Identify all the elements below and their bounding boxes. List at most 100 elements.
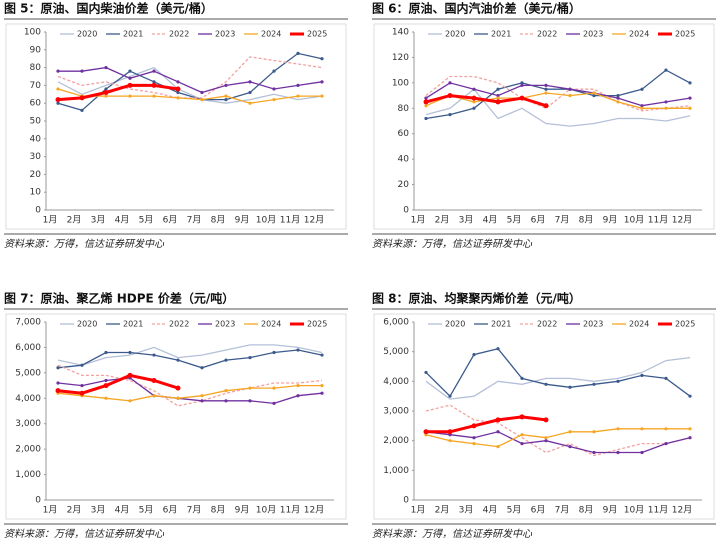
series-marker: [128, 399, 132, 403]
series-line: [57, 83, 179, 102]
y-tick-label: 100: [392, 78, 409, 88]
series-marker: [127, 372, 133, 378]
series-marker: [80, 69, 84, 73]
series-marker: [224, 98, 228, 102]
series-marker: [471, 95, 477, 101]
series-marker: [176, 358, 180, 362]
series-marker: [640, 106, 644, 110]
series-marker: [320, 80, 324, 84]
y-tick-label: 6,000: [383, 318, 409, 328]
series-marker: [543, 103, 549, 109]
series-marker: [688, 436, 692, 440]
series-marker: [296, 51, 300, 55]
series-marker: [472, 87, 476, 91]
series-marker: [568, 430, 572, 434]
y-tick-label: 4,000: [15, 394, 41, 404]
legend-label: 2023: [215, 30, 235, 39]
series-marker: [496, 93, 500, 98]
series-marker: [544, 382, 548, 386]
series-marker: [616, 379, 620, 383]
series-marker: [640, 104, 644, 108]
series-marker: [176, 80, 180, 84]
series-marker: [248, 356, 252, 360]
series-marker: [640, 87, 644, 91]
series-marker: [176, 90, 180, 95]
legend-label: 2020: [77, 320, 97, 329]
series-marker: [272, 401, 276, 405]
series-marker: [664, 100, 668, 104]
x-tick-label: 2月: [435, 505, 450, 516]
series-marker: [79, 390, 85, 396]
series-marker: [568, 87, 572, 91]
series-marker: [152, 353, 156, 357]
x-tick-label: 12月: [672, 215, 692, 226]
series-marker: [248, 80, 252, 84]
series-marker: [688, 81, 692, 85]
panel-title: 图 5：原油、国内柴油价差（美元/桶）: [4, 1, 213, 16]
y-tick-label: 30: [30, 152, 42, 162]
y-tick-label: 5,000: [15, 368, 41, 378]
series-marker: [224, 389, 228, 393]
legend-label: 2024: [261, 320, 281, 329]
series-marker: [272, 386, 276, 390]
series-marker: [592, 430, 596, 434]
series-marker: [472, 442, 476, 446]
series-marker: [471, 423, 477, 429]
legend-label: 2021: [123, 30, 143, 39]
y-tick-label: 0: [35, 496, 41, 506]
series-marker: [127, 82, 133, 88]
series-marker: [544, 87, 548, 91]
x-tick-label: 3月: [91, 215, 106, 226]
series-marker: [664, 68, 668, 72]
y-tick-label: 10: [30, 188, 42, 198]
y-tick-label: 1,000: [15, 470, 41, 480]
legend-label: 2025: [675, 320, 695, 329]
plot-frame: [5, 23, 347, 230]
series-marker: [447, 93, 453, 99]
series-marker: [616, 100, 620, 104]
series-line: [425, 94, 547, 108]
series-marker: [56, 101, 60, 105]
x-tick-label: 1月: [43, 505, 58, 516]
x-tick-label: 1月: [411, 215, 426, 226]
x-tick-label: 9月: [235, 505, 250, 516]
series-marker: [104, 378, 108, 383]
x-tick-label: 11月: [648, 505, 668, 516]
panel-title: 图 6：原油、国内汽油价差（美元/桶）: [372, 1, 581, 16]
series-marker: [592, 450, 596, 455]
x-tick-label: 11月: [280, 505, 300, 516]
x-tick-label: 3月: [459, 505, 474, 516]
series-marker: [152, 80, 156, 84]
series-marker: [152, 69, 156, 73]
series-marker: [175, 385, 181, 391]
x-tick-label: 5月: [139, 505, 154, 516]
series-marker: [688, 106, 692, 110]
series-marker: [296, 394, 300, 398]
series-marker: [296, 94, 300, 98]
y-tick-label: 40: [30, 134, 42, 144]
series-marker: [640, 450, 644, 455]
series-line: [425, 404, 691, 457]
x-tick-label: 4月: [115, 505, 130, 516]
x-tick-label: 4月: [115, 215, 130, 226]
x-tick-label: 4月: [483, 505, 498, 516]
series-marker: [248, 101, 252, 105]
series-marker: [200, 366, 204, 370]
series-line: [57, 66, 323, 104]
series-marker: [56, 87, 60, 91]
legend-label: 2022: [169, 30, 189, 39]
series-marker: [640, 427, 644, 431]
series-line: [57, 88, 322, 104]
series-marker: [592, 91, 596, 95]
series-marker: [448, 113, 452, 117]
series-line: [57, 373, 179, 395]
series-marker: [520, 81, 524, 85]
series-marker: [496, 445, 500, 449]
series-marker: [128, 94, 132, 98]
x-tick-label: 12月: [304, 505, 324, 516]
series-line: [425, 347, 691, 398]
series-marker: [79, 95, 85, 101]
series-marker: [104, 87, 108, 91]
series-marker: [472, 353, 476, 357]
y-tick-label: 0: [403, 206, 409, 216]
